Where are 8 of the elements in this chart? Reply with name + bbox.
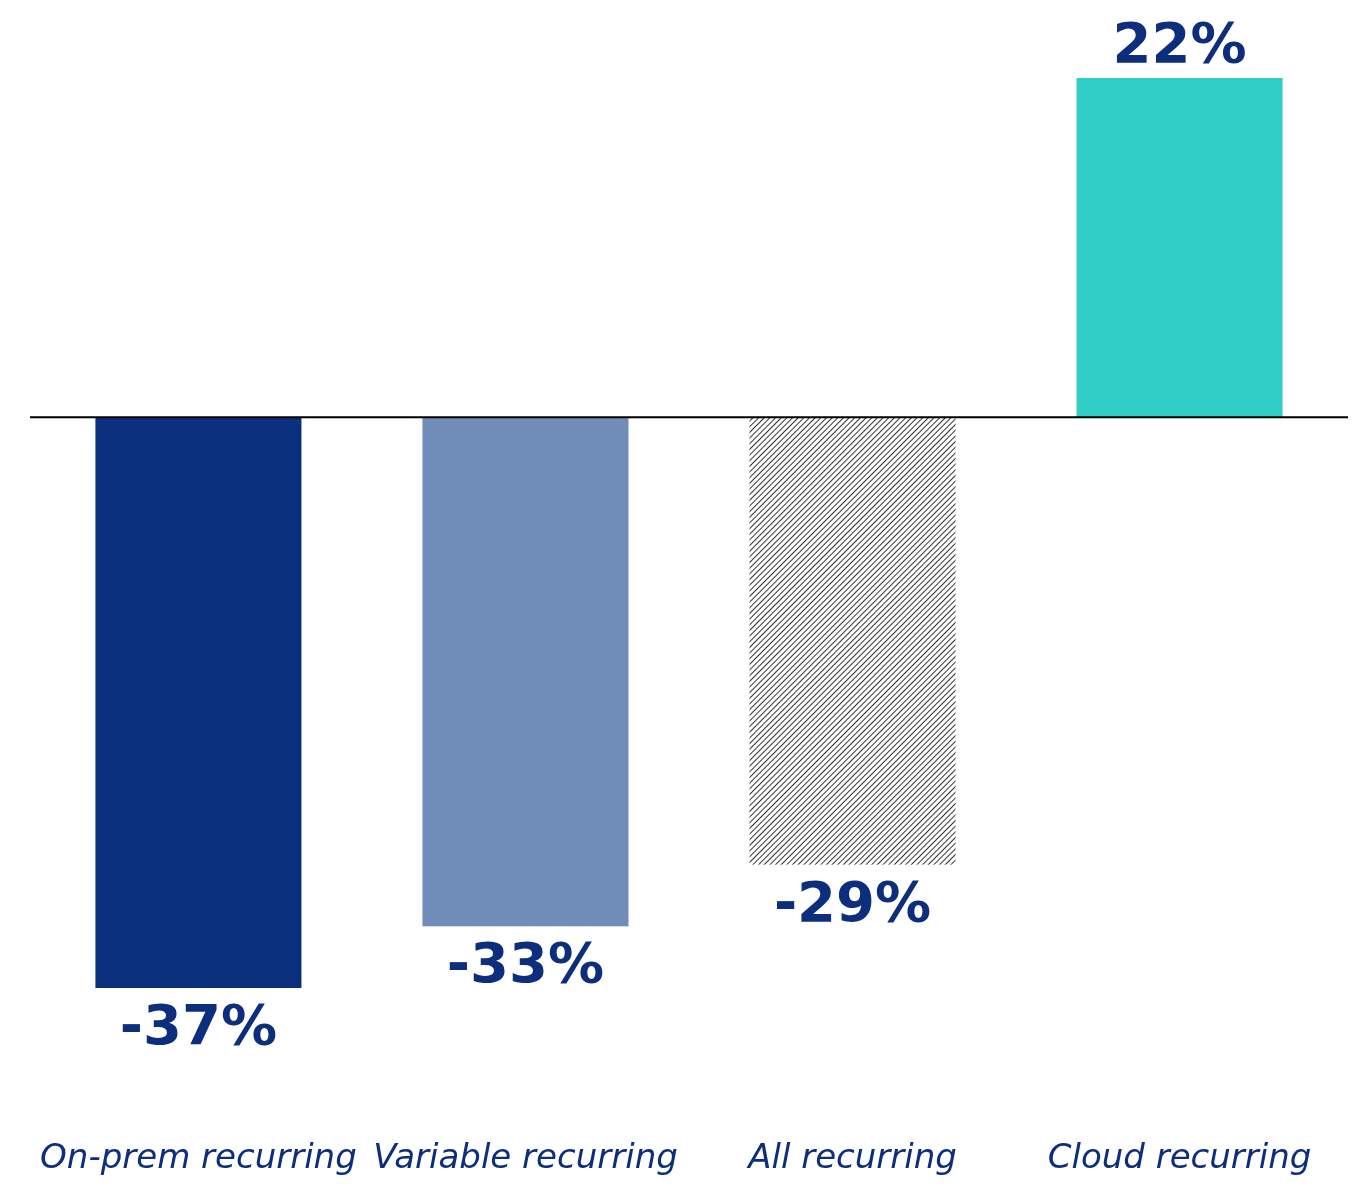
- data-label: -33%: [446, 930, 605, 996]
- data-label: -29%: [773, 868, 932, 934]
- data-label: -37%: [119, 992, 278, 1057]
- x-tick-label: All recurring: [746, 1136, 957, 1176]
- data-label: 22%: [1112, 10, 1247, 75]
- x-tick-label: Cloud recurring: [1047, 1136, 1312, 1176]
- x-tick-label: Variable recurring: [373, 1136, 678, 1176]
- x-tick-label: On-prem recurring: [40, 1136, 357, 1176]
